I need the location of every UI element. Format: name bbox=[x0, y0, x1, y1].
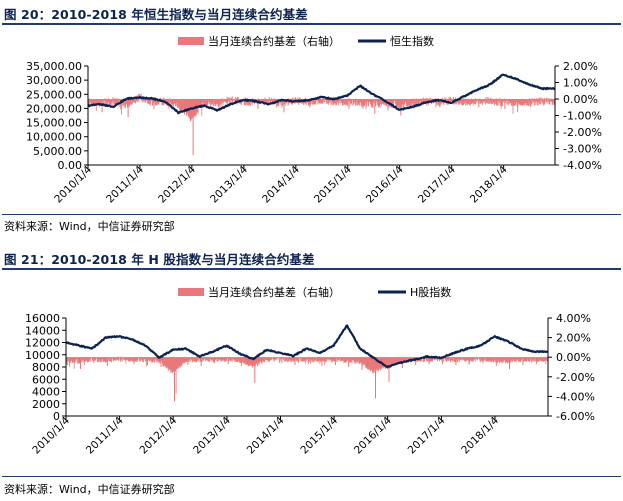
x-tick-label: 2016/1/4 bbox=[352, 414, 394, 456]
right-tick-label: 2.00% bbox=[563, 60, 598, 73]
right-tick-label: -2.00% bbox=[556, 371, 595, 384]
chart-h-share: 当月连续合约基差（右轴） H股指数 160001400012000100008000… bbox=[25, 285, 595, 456]
source-rule bbox=[2, 476, 621, 477]
figure-title: 图 21：2010-2018 年 H 股指数与当月连续合约基差 bbox=[4, 252, 315, 267]
left-tick-label: 10000 bbox=[25, 349, 60, 362]
legend-swatch-basis bbox=[178, 37, 204, 45]
legend-label-basis: 当月连续合约基差（右轴） bbox=[208, 285, 340, 299]
left-tick-label: 20,000.00 bbox=[26, 102, 82, 115]
x-tick-label: 2011/1/4 bbox=[104, 163, 146, 205]
legend-label-index: H股指数 bbox=[410, 285, 451, 299]
x-tick-label: 2012/1/4 bbox=[156, 163, 198, 205]
left-tick-label: 25,000.00 bbox=[26, 88, 82, 101]
x-tick-label: 2013/1/4 bbox=[208, 163, 250, 205]
right-tick-label: 0.00% bbox=[563, 93, 598, 106]
x-tick-label: 2017/1/4 bbox=[416, 163, 458, 205]
title-rule bbox=[2, 268, 621, 270]
chart-hang-seng: 当月连续合约基差（右轴） 恒生指数 35,000.0030,000.0025,000… bbox=[26, 34, 602, 205]
right-tick-label: -1.00% bbox=[563, 110, 602, 123]
source-rule bbox=[2, 214, 621, 215]
left-tick-label: 4000 bbox=[32, 386, 60, 399]
right-tick-label: 1.00% bbox=[563, 77, 598, 90]
x-tick-label: 2013/1/4 bbox=[191, 414, 233, 456]
left-tick-label: 16000 bbox=[25, 312, 60, 325]
right-tick-label: 4.00% bbox=[556, 312, 591, 325]
x-tick-label: 2011/1/4 bbox=[84, 414, 126, 456]
right-tick-label: -3.00% bbox=[563, 143, 602, 156]
basis-bars bbox=[87, 93, 556, 156]
source-note: 资料来源：Wind，中信证券研究部 bbox=[4, 483, 175, 496]
left-tick-label: 8000 bbox=[32, 361, 60, 374]
figure-title: 图 20：2010-2018 年恒生指数与当月连续合约基差 bbox=[4, 7, 308, 22]
x-tick-label: 2015/1/4 bbox=[312, 163, 354, 205]
x-tick-label: 2018/1/4 bbox=[459, 414, 501, 456]
left-tick-label: 12000 bbox=[25, 337, 60, 350]
x-tick-label: 2015/1/4 bbox=[298, 414, 340, 456]
x-tick-label: 2014/1/4 bbox=[260, 163, 302, 205]
index-line bbox=[65, 324, 549, 369]
x-tick-label: 2016/1/4 bbox=[364, 163, 406, 205]
right-tick-label: -4.00% bbox=[556, 390, 595, 403]
legend-label-index: 恒生指数 bbox=[390, 34, 434, 48]
left-tick-label: 0 bbox=[53, 410, 60, 423]
right-tick-label: -2.00% bbox=[563, 126, 602, 139]
x-tick-label: 2018/1/4 bbox=[468, 163, 510, 205]
x-tick-label: 2014/1/4 bbox=[245, 414, 287, 456]
basis-bars bbox=[65, 356, 549, 402]
left-tick-label: 15,000.00 bbox=[26, 117, 82, 130]
left-tick-label: 2000 bbox=[32, 398, 60, 411]
right-tick-label: -4.00% bbox=[563, 159, 602, 172]
legend-swatch-basis bbox=[178, 288, 204, 296]
right-tick-label: -6.00% bbox=[556, 410, 595, 423]
source-note: 资料来源：Wind，中信证券研究部 bbox=[4, 220, 175, 233]
title-rule bbox=[2, 23, 621, 25]
left-tick-label: 6000 bbox=[32, 373, 60, 386]
x-tick-label: 2010/1/4 bbox=[30, 414, 72, 456]
x-tick-label: 2017/1/4 bbox=[406, 414, 448, 456]
x-tick-label: 2012/1/4 bbox=[137, 414, 179, 456]
left-tick-label: 14000 bbox=[25, 324, 60, 337]
left-tick-label: 10,000.00 bbox=[26, 131, 82, 144]
legend-label-basis: 当月连续合约基差（右轴） bbox=[208, 34, 340, 48]
right-tick-label: 2.00% bbox=[556, 332, 591, 345]
left-tick-label: 30,000.00 bbox=[26, 74, 82, 87]
index-line bbox=[87, 73, 556, 115]
right-tick-label: 0.00% bbox=[556, 351, 591, 364]
left-tick-label: 0.00 bbox=[58, 159, 83, 172]
left-tick-label: 35,000.00 bbox=[26, 60, 82, 73]
left-tick-label: 5,000.00 bbox=[33, 145, 82, 158]
